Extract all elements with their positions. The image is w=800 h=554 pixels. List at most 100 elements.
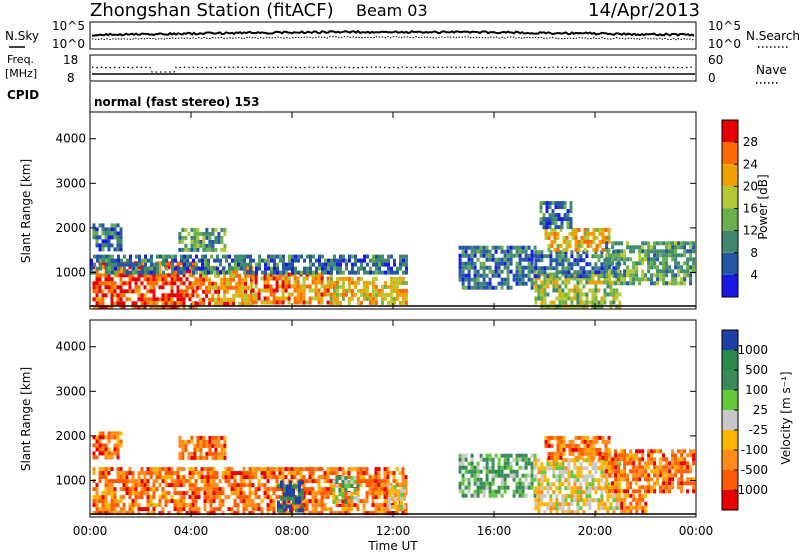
data-cell [641, 457, 645, 462]
data-cell [240, 262, 243, 267]
data-cell [620, 501, 624, 506]
data-cell [553, 455, 557, 460]
data-cell [582, 466, 586, 471]
data-cell [287, 280, 291, 285]
data-cell [220, 443, 224, 448]
data-cell [356, 475, 360, 480]
data-cell [155, 487, 159, 492]
data-cell [543, 510, 547, 515]
data-cell [269, 292, 273, 297]
data-cell [608, 257, 612, 262]
data-cell [680, 281, 684, 286]
colorbar-segment [722, 120, 738, 143]
data-cell [104, 435, 108, 440]
data-cell [594, 490, 598, 495]
data-cell [362, 296, 366, 301]
data-cell [573, 486, 577, 491]
data-cell [197, 487, 201, 492]
data-cell [347, 280, 351, 285]
data-cell [215, 483, 219, 488]
data-cell [530, 473, 534, 478]
data-cell [377, 288, 381, 293]
data-cell [113, 479, 117, 484]
data-cell [261, 270, 264, 275]
data-cell [540, 288, 544, 293]
data-cell [193, 447, 197, 452]
data-cell [576, 254, 580, 259]
data-cell [180, 258, 183, 263]
data-cell [601, 451, 605, 456]
data-cell [534, 276, 538, 281]
data-cell [345, 258, 348, 263]
data-cell [158, 499, 162, 504]
data-cell [242, 471, 246, 476]
data-cell [211, 297, 215, 302]
data-cell [404, 300, 408, 305]
data-cell [207, 258, 210, 263]
data-cell [104, 227, 108, 232]
data-cell [500, 481, 504, 486]
data-cell [245, 503, 249, 508]
data-cell [546, 506, 550, 511]
data-cell [98, 495, 102, 500]
data-cell [588, 262, 592, 267]
data-cell [284, 288, 288, 293]
data-cell [555, 510, 559, 515]
data-cell [245, 495, 249, 500]
data-cell [193, 455, 197, 460]
data-cell [617, 269, 621, 274]
data-cell [588, 300, 592, 305]
data-cell [230, 491, 234, 496]
data-cell [524, 245, 528, 250]
data-cell [308, 300, 312, 305]
data-cell [335, 288, 339, 293]
data-cell [674, 245, 678, 250]
data-cell [247, 285, 251, 290]
data-cell [291, 484, 295, 489]
data-cell [537, 250, 541, 255]
data-cell [119, 431, 123, 436]
data-cell [287, 499, 291, 504]
data-cell [609, 506, 613, 511]
data-cell [128, 495, 132, 500]
data-cell [573, 284, 577, 289]
data-cell [214, 239, 218, 244]
data-cell [569, 221, 573, 226]
data-cell [188, 281, 192, 286]
data-cell [294, 254, 297, 259]
data-cell [617, 477, 621, 482]
data-cell [403, 488, 406, 493]
data-cell [159, 254, 162, 259]
data-cell [101, 247, 105, 252]
data-cell [123, 262, 126, 267]
date-label: 14/Apr/2013 [588, 0, 700, 21]
data-cell [550, 231, 554, 236]
data-cell [375, 262, 378, 267]
data-cell [347, 507, 351, 512]
data-cell [264, 258, 267, 263]
data-cell [165, 254, 168, 259]
data-cell [386, 292, 390, 297]
data-cell [297, 508, 301, 513]
data-cell [560, 201, 564, 206]
data-cell [461, 465, 465, 470]
data-cell [293, 467, 297, 472]
data-cell [275, 296, 279, 301]
freq-frame [89, 54, 697, 82]
data-cell [179, 503, 183, 508]
data-cell [534, 254, 538, 259]
data-cell [476, 489, 480, 494]
data-cell [303, 258, 306, 263]
data-cell [107, 491, 111, 496]
data-cell [249, 270, 252, 275]
data-cell [521, 485, 525, 490]
data-cell [146, 491, 150, 496]
data-cell [555, 478, 559, 483]
data-cell [656, 449, 660, 454]
data-cell [515, 461, 519, 466]
data-cell [113, 491, 117, 496]
data-cell [692, 265, 696, 270]
data-cell [671, 253, 675, 258]
data-cell [152, 285, 156, 290]
data-cell [233, 471, 237, 476]
